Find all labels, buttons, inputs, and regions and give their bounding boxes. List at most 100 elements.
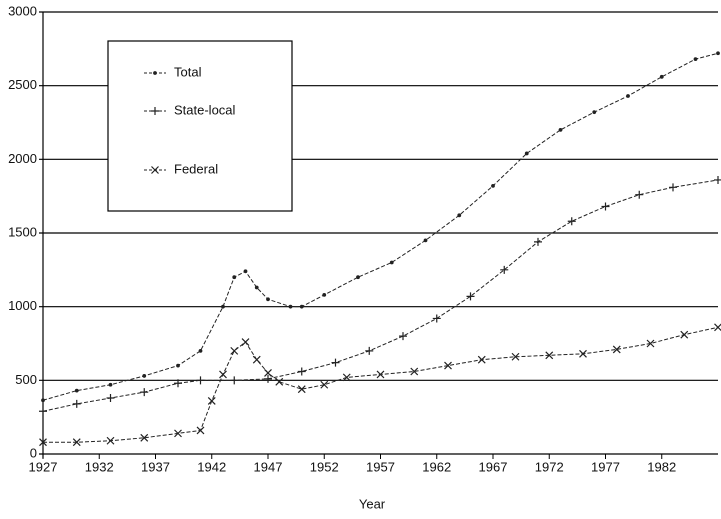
x-axis-label: Year bbox=[359, 496, 386, 511]
x-tick-label: 1962 bbox=[422, 459, 451, 474]
point bbox=[198, 348, 203, 353]
point bbox=[534, 237, 542, 246]
x-tick-label: 1937 bbox=[141, 459, 170, 474]
point bbox=[219, 370, 227, 379]
point bbox=[331, 358, 340, 367]
point bbox=[288, 304, 293, 309]
point bbox=[511, 352, 520, 361]
point bbox=[297, 385, 306, 394]
point bbox=[491, 183, 495, 188]
point bbox=[176, 363, 180, 368]
point bbox=[601, 202, 610, 211]
point bbox=[389, 260, 394, 265]
point bbox=[524, 151, 529, 156]
point bbox=[376, 370, 385, 379]
point bbox=[646, 339, 655, 348]
point bbox=[297, 367, 306, 376]
series-line bbox=[42, 52, 719, 401]
point bbox=[477, 355, 486, 364]
y-tick-label: 2500 bbox=[8, 77, 37, 92]
point bbox=[693, 57, 698, 62]
legend-label: Federal bbox=[174, 161, 218, 176]
point bbox=[252, 355, 261, 364]
x-tick-label: 1982 bbox=[647, 459, 676, 474]
point bbox=[254, 285, 259, 290]
series-line bbox=[43, 326, 719, 443]
point bbox=[444, 361, 452, 370]
point bbox=[545, 351, 554, 360]
point bbox=[635, 190, 644, 199]
point bbox=[626, 94, 630, 98]
y-tick-label: 500 bbox=[15, 372, 37, 387]
point bbox=[432, 314, 441, 323]
legend-label: Total bbox=[174, 64, 202, 79]
y-tick-label: 1500 bbox=[8, 224, 37, 239]
point bbox=[659, 74, 664, 79]
y-tick-label: 2000 bbox=[8, 151, 37, 166]
point bbox=[264, 374, 272, 383]
point bbox=[399, 332, 407, 341]
point bbox=[39, 407, 47, 416]
point bbox=[322, 292, 327, 297]
legend-marker bbox=[153, 71, 157, 75]
legend-marker bbox=[151, 107, 159, 115]
point bbox=[410, 367, 419, 376]
x-tick-label: 1947 bbox=[254, 459, 283, 474]
point bbox=[74, 388, 79, 393]
x-tick-label: 1967 bbox=[479, 459, 508, 474]
point bbox=[41, 398, 45, 403]
point bbox=[558, 127, 563, 132]
x-tick-label: 1942 bbox=[197, 459, 226, 474]
x-tick-label: 1952 bbox=[310, 459, 339, 474]
point bbox=[174, 379, 182, 388]
point bbox=[140, 433, 149, 442]
point bbox=[592, 110, 597, 115]
point bbox=[196, 376, 205, 385]
point bbox=[196, 426, 205, 435]
point bbox=[299, 304, 304, 309]
point bbox=[356, 275, 360, 280]
point bbox=[365, 346, 374, 355]
point bbox=[106, 394, 115, 403]
point bbox=[266, 297, 270, 302]
point bbox=[230, 346, 239, 355]
point bbox=[207, 397, 216, 405]
point bbox=[106, 436, 115, 445]
point bbox=[241, 338, 250, 346]
legend-label: State-local bbox=[174, 102, 236, 117]
x-tick-label: 1932 bbox=[85, 459, 114, 474]
point bbox=[142, 374, 147, 378]
legend: Total State-local Federal bbox=[107, 40, 293, 212]
point bbox=[423, 238, 428, 243]
point bbox=[72, 438, 81, 447]
point bbox=[342, 373, 351, 382]
point bbox=[72, 399, 81, 408]
point bbox=[714, 175, 721, 184]
point bbox=[320, 380, 329, 389]
x-tick-label: 1957 bbox=[366, 459, 395, 474]
point bbox=[612, 345, 621, 354]
x-tick-label: 1977 bbox=[591, 459, 620, 474]
point bbox=[716, 51, 720, 56]
point bbox=[669, 183, 677, 192]
x-tick-label: 1927 bbox=[29, 459, 58, 474]
point bbox=[579, 349, 587, 358]
y-tick-label: 3000 bbox=[8, 3, 37, 18]
y-tick-label: 1000 bbox=[8, 298, 37, 313]
point bbox=[457, 213, 462, 218]
point bbox=[275, 377, 284, 386]
point bbox=[108, 382, 113, 387]
point bbox=[140, 388, 149, 397]
point bbox=[264, 369, 272, 377]
point bbox=[714, 323, 721, 332]
point bbox=[232, 275, 237, 280]
point bbox=[466, 292, 475, 301]
point bbox=[680, 330, 689, 339]
x-tick-label: 1972 bbox=[535, 459, 564, 474]
point bbox=[230, 376, 239, 385]
y-tick-label: 0 bbox=[30, 445, 37, 460]
point bbox=[243, 269, 248, 274]
point bbox=[567, 217, 576, 226]
legend-marker bbox=[151, 166, 159, 174]
